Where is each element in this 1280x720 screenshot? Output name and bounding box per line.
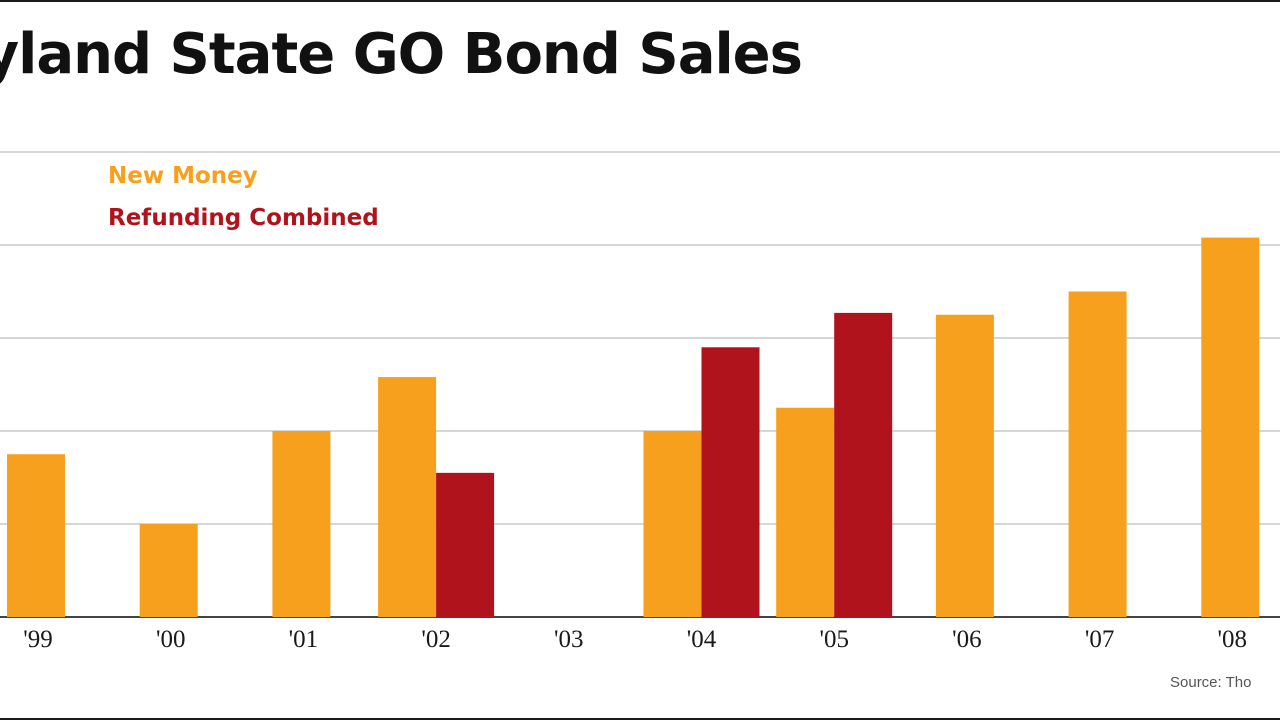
x-tick-label: '03 (554, 626, 584, 653)
x-tick-label: '05 (819, 626, 849, 653)
chart-title: ryland State GO Bond Sales (0, 22, 803, 87)
bar-new-money-06 (935, 314, 994, 617)
x-tick-label: '07 (1085, 626, 1115, 653)
x-tick-label: '99 (23, 626, 53, 653)
bar-new-money-99 (7, 454, 65, 617)
source-note: Source: Tho (1170, 674, 1252, 691)
bar-new-money-02 (378, 377, 437, 617)
bar-new-money-01 (272, 431, 331, 617)
x-tick-label: '02 (421, 626, 451, 653)
bar-new-money-08 (1201, 237, 1260, 617)
x-tick-label: '04 (687, 626, 717, 653)
bar-refunding-02 (436, 472, 495, 617)
x-tick-label: '08 (1218, 626, 1248, 653)
bar-new-money-05 (776, 407, 835, 617)
bar-new-money-04 (643, 431, 702, 617)
grid-lines (0, 151, 1280, 618)
legend-new-money: New Money (108, 163, 258, 189)
x-tick-label: '00 (156, 626, 186, 653)
bars (7, 237, 1260, 617)
x-tick-label: '06 (952, 626, 982, 653)
bar-new-money-00 (139, 524, 198, 617)
bar-new-money-07 (1068, 291, 1127, 617)
bar-refunding-04 (701, 347, 760, 617)
x-tick-label: '01 (289, 626, 319, 653)
bar-refunding-05 (834, 312, 893, 617)
x-tick-labels: '99 '00 '01 '02 '03 '04 '05 '06 '07 '08 (23, 626, 1247, 653)
legend-refunding-combined: Refunding Combined (108, 205, 379, 231)
